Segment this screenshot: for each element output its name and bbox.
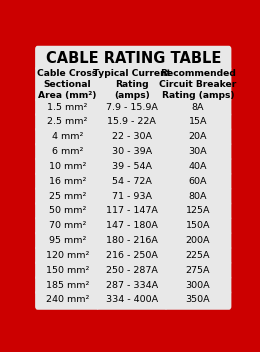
FancyBboxPatch shape [164,290,231,310]
Text: 120 mm²: 120 mm² [46,251,89,260]
FancyBboxPatch shape [164,231,231,250]
Text: Cable Cross
Sectional
Area (mm²): Cable Cross Sectional Area (mm²) [37,69,97,100]
Text: Recommended
Circuit Breaker
Rating (amps): Recommended Circuit Breaker Rating (amps… [159,69,236,100]
FancyBboxPatch shape [35,112,99,132]
Text: 95 mm²: 95 mm² [49,236,86,245]
Text: 150 mm²: 150 mm² [46,266,89,275]
FancyBboxPatch shape [96,112,168,132]
Text: 10 mm²: 10 mm² [49,162,86,171]
Text: 117 - 147A: 117 - 147A [106,206,158,215]
FancyBboxPatch shape [164,157,231,176]
Text: 2.5 mm²: 2.5 mm² [47,118,87,126]
Text: 40A: 40A [188,162,207,171]
Text: CABLE RATING TABLE: CABLE RATING TABLE [46,51,221,66]
Text: 8A: 8A [192,103,204,112]
Text: 287 - 334A: 287 - 334A [106,281,158,290]
Text: 15.9 - 22A: 15.9 - 22A [107,118,156,126]
FancyBboxPatch shape [96,290,168,310]
Text: 20A: 20A [188,132,207,141]
FancyBboxPatch shape [35,171,99,191]
Text: 240 mm²: 240 mm² [46,295,89,304]
Text: 50 mm²: 50 mm² [49,206,86,215]
Text: 300A: 300A [185,281,210,290]
FancyBboxPatch shape [164,66,231,102]
FancyBboxPatch shape [35,201,99,221]
FancyBboxPatch shape [164,127,231,147]
FancyBboxPatch shape [35,186,99,206]
Text: 54 - 72A: 54 - 72A [112,177,152,186]
FancyBboxPatch shape [35,142,99,162]
Text: 25 mm²: 25 mm² [49,191,86,201]
FancyBboxPatch shape [35,216,99,235]
FancyBboxPatch shape [35,275,99,295]
Text: 30 - 39A: 30 - 39A [112,147,152,156]
Text: 39 - 54A: 39 - 54A [112,162,152,171]
FancyBboxPatch shape [164,246,231,265]
FancyBboxPatch shape [35,157,99,176]
Text: 350A: 350A [185,295,210,304]
FancyBboxPatch shape [96,246,168,265]
Text: 15A: 15A [188,118,207,126]
FancyBboxPatch shape [96,171,168,191]
FancyBboxPatch shape [35,127,99,147]
FancyBboxPatch shape [35,66,99,102]
Text: Typical Current
Rating
(amps): Typical Current Rating (amps) [93,69,171,100]
Text: 185 mm²: 185 mm² [46,281,89,290]
FancyBboxPatch shape [96,142,168,162]
FancyBboxPatch shape [96,260,168,280]
Text: 16 mm²: 16 mm² [49,177,86,186]
FancyBboxPatch shape [96,127,168,147]
Text: 200A: 200A [186,236,210,245]
Text: 334 - 400A: 334 - 400A [106,295,158,304]
FancyBboxPatch shape [96,275,168,295]
Text: 216 - 250A: 216 - 250A [106,251,158,260]
FancyBboxPatch shape [96,157,168,176]
FancyBboxPatch shape [164,216,231,235]
Text: 6 mm²: 6 mm² [51,147,83,156]
Text: 147 - 180A: 147 - 180A [106,221,158,230]
Text: 60A: 60A [188,177,207,186]
FancyBboxPatch shape [35,231,99,250]
Text: 7.9 - 15.9A: 7.9 - 15.9A [106,103,158,112]
Text: 71 - 93A: 71 - 93A [112,191,152,201]
Text: 125A: 125A [186,206,210,215]
FancyBboxPatch shape [164,275,231,295]
FancyBboxPatch shape [164,186,231,206]
Text: 80A: 80A [188,191,207,201]
FancyBboxPatch shape [35,290,99,310]
FancyBboxPatch shape [164,142,231,162]
FancyBboxPatch shape [164,97,231,117]
Text: 250 - 287A: 250 - 287A [106,266,158,275]
Text: 275A: 275A [186,266,210,275]
FancyBboxPatch shape [164,171,231,191]
FancyBboxPatch shape [96,231,168,250]
FancyBboxPatch shape [164,112,231,132]
FancyBboxPatch shape [96,66,168,102]
Text: 1.5 mm²: 1.5 mm² [47,103,87,112]
FancyBboxPatch shape [96,216,168,235]
FancyBboxPatch shape [35,260,99,280]
FancyBboxPatch shape [96,201,168,221]
FancyBboxPatch shape [96,186,168,206]
Text: 22 - 30A: 22 - 30A [112,132,152,141]
Text: 225A: 225A [186,251,210,260]
Text: 4 mm²: 4 mm² [51,132,83,141]
FancyBboxPatch shape [96,97,168,117]
FancyBboxPatch shape [164,201,231,221]
FancyBboxPatch shape [164,260,231,280]
Text: 70 mm²: 70 mm² [49,221,86,230]
FancyBboxPatch shape [35,46,231,71]
FancyBboxPatch shape [35,246,99,265]
Text: 150A: 150A [186,221,210,230]
Text: 180 - 216A: 180 - 216A [106,236,158,245]
Text: 30A: 30A [188,147,207,156]
FancyBboxPatch shape [35,97,99,117]
